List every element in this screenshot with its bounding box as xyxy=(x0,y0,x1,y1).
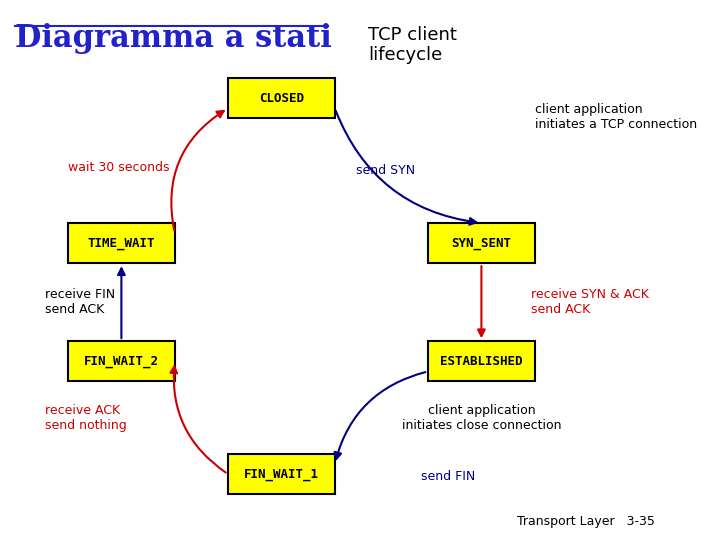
FancyBboxPatch shape xyxy=(228,454,335,494)
FancyBboxPatch shape xyxy=(428,223,535,264)
Text: receive SYN & ACK
send ACK: receive SYN & ACK send ACK xyxy=(531,288,649,316)
Text: client application
initiates close connection: client application initiates close conne… xyxy=(402,404,561,432)
Text: send SYN: send SYN xyxy=(356,164,415,177)
Text: wait 30 seconds: wait 30 seconds xyxy=(68,161,169,174)
Text: FIN_WAIT_1: FIN_WAIT_1 xyxy=(244,468,319,481)
Text: receive FIN
send ACK: receive FIN send ACK xyxy=(45,288,115,316)
FancyBboxPatch shape xyxy=(428,341,535,381)
Text: Diagramma a stati: Diagramma a stati xyxy=(14,23,331,54)
Text: ESTABLISHED: ESTABLISHED xyxy=(440,355,523,368)
Text: CLOSED: CLOSED xyxy=(259,92,304,105)
Text: Transport Layer   3-35: Transport Layer 3-35 xyxy=(517,515,654,528)
FancyBboxPatch shape xyxy=(228,78,335,118)
Text: TIME_WAIT: TIME_WAIT xyxy=(88,237,155,249)
Text: receive ACK
send nothing: receive ACK send nothing xyxy=(45,404,127,432)
FancyBboxPatch shape xyxy=(68,341,175,381)
Text: send FIN: send FIN xyxy=(421,470,476,483)
Text: FIN_WAIT_2: FIN_WAIT_2 xyxy=(84,355,159,368)
Text: client application
initiates a TCP connection: client application initiates a TCP conne… xyxy=(535,103,697,131)
FancyBboxPatch shape xyxy=(68,223,175,264)
Text: SYN_SENT: SYN_SENT xyxy=(451,237,511,249)
Text: TCP client
lifecycle: TCP client lifecycle xyxy=(368,25,457,64)
